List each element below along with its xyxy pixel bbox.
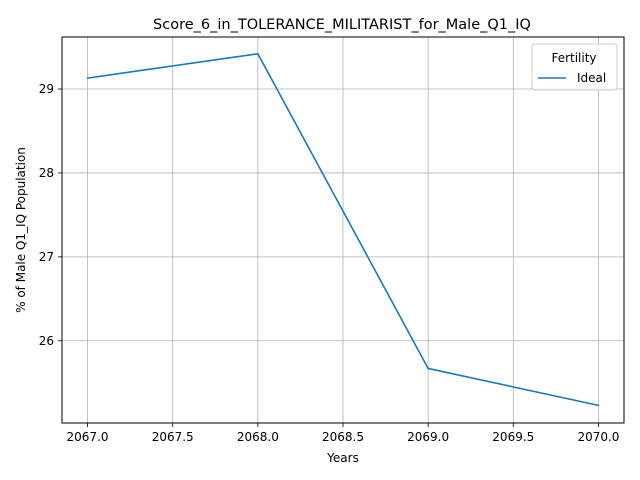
y-tick-label: 26 (39, 334, 54, 348)
x-tick-label: 2067.5 (152, 430, 194, 444)
data-point (86, 77, 89, 79)
y-axis-ticks: 26 27 28 29 (39, 82, 62, 348)
y-tick-label: 29 (39, 82, 54, 96)
data-point (257, 52, 259, 55)
y-tick-label: 27 (39, 250, 54, 264)
data-point (427, 367, 429, 370)
x-tick-label: 2068.5 (322, 430, 364, 444)
gridlines (62, 37, 624, 423)
x-axis-ticks: 2067.0 2067.5 2068.0 2068.5 2069.0 2069.5 2070… (67, 423, 619, 444)
series-group (86, 52, 600, 407)
legend: Fertility Ideal (531, 43, 618, 91)
y-tick-label: 28 (39, 166, 54, 180)
x-tick-label: 2070.0 (577, 430, 619, 444)
y-axis-label: % of Male Q1_IQ Population (14, 147, 28, 313)
legend-title: Fertility (551, 51, 596, 65)
x-tick-label: 2068.0 (237, 430, 279, 444)
legend-entry-label: Ideal (577, 71, 606, 85)
x-tick-label: 2069.5 (492, 430, 534, 444)
x-tick-label: 2067.0 (67, 430, 109, 444)
chart-title: Score_6_in_TOLERANCE_MILITARIST_for_Male… (153, 17, 531, 33)
series-line (87, 52, 599, 407)
data-point (597, 404, 600, 407)
x-axis-label: Years (326, 451, 359, 465)
x-tick-label: 2069.0 (407, 430, 449, 444)
